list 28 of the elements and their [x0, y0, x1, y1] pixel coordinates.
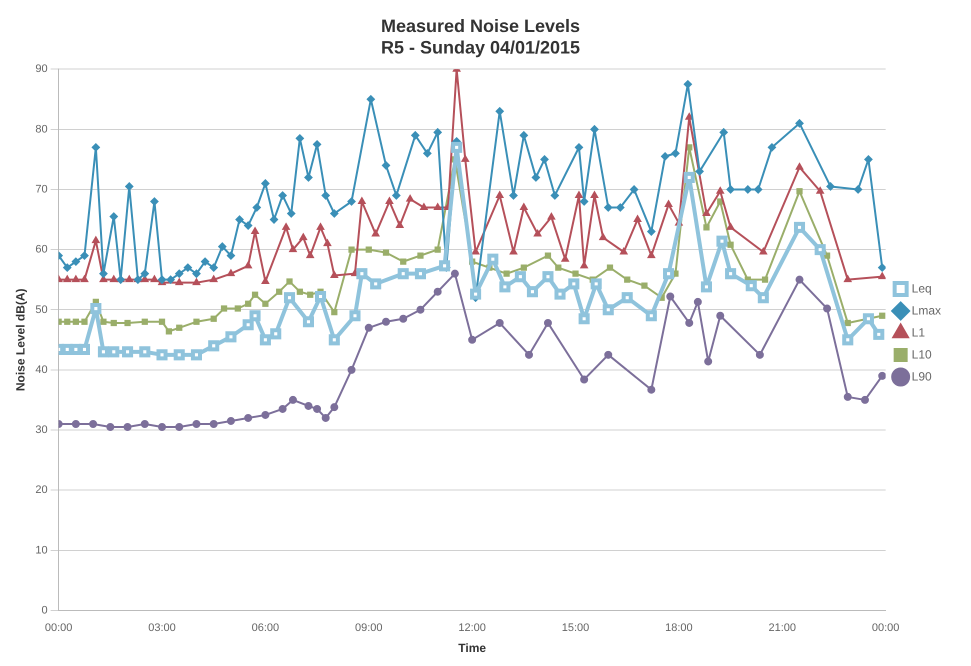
legend-label: Leq [912, 281, 932, 296]
legend-label: L10 [912, 347, 932, 362]
x-tick-label: 00:00 [44, 622, 72, 634]
x-tick-label: 15:00 [562, 622, 590, 634]
y-tick-label: 30 [35, 424, 48, 436]
x-tick-label: 03:00 [148, 622, 176, 634]
y-tick-label: 90 [35, 63, 48, 76]
x-axis-title: Time [458, 641, 486, 656]
legend-label: L90 [912, 369, 932, 384]
x-tick-label: 18:00 [665, 622, 693, 634]
x-tick-label: 09:00 [355, 622, 383, 634]
x-tick-label: 21:00 [768, 622, 796, 634]
y-tick-label: 20 [35, 484, 48, 496]
x-tick-label: 06:00 [252, 622, 280, 634]
legend-label: Lmax [912, 303, 941, 318]
y-tick-label: 40 [35, 364, 48, 376]
y-tick-label: 0 [42, 604, 48, 616]
y-tick-label: 50 [35, 304, 48, 316]
chart-subtitle: R5 - Sunday 04/01/2015 [380, 37, 580, 58]
x-tick-label: 00:00 [872, 622, 900, 634]
chart-title: Measured Noise Levels [380, 16, 580, 36]
legend-label: L1 [912, 325, 926, 340]
y-tick-label: 60 [35, 244, 48, 256]
x-tick-label: 12:00 [458, 622, 486, 634]
y-tick-label: 10 [35, 544, 48, 556]
y-tick-label: 70 [35, 184, 48, 196]
y-tick-label: 80 [35, 123, 48, 136]
y-axis-title: Noise Level dB(A) [14, 288, 28, 392]
